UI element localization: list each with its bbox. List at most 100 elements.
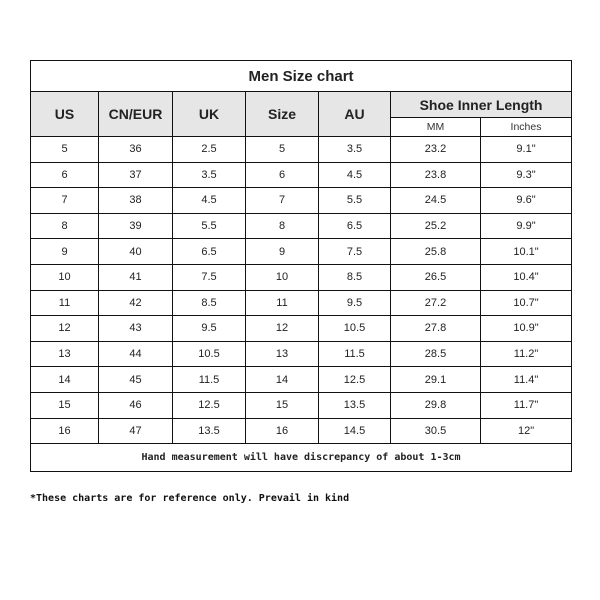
header-cn-eur: CN/EUR: [98, 91, 173, 137]
table-row: 12 43 9.5 12 10.5 27.8 10.9": [30, 315, 573, 342]
table-cell: 7.5: [172, 263, 246, 291]
table-cell: 5.5: [172, 212, 246, 240]
table-cell: 8: [30, 212, 99, 240]
table-cell: 11.2": [479, 340, 573, 368]
table-cell: 7: [30, 187, 99, 214]
header-us: US: [30, 91, 99, 137]
table-cell: 43: [98, 315, 173, 342]
table-cell: 3.5: [318, 136, 391, 163]
table-cell: 12.5: [172, 391, 246, 419]
header-au: AU: [318, 91, 391, 137]
table-cell: 6: [30, 161, 99, 189]
table-cell: 38: [98, 187, 173, 214]
table-cell: 13.5: [172, 417, 246, 445]
chart-title: Men Size chart: [29, 60, 573, 92]
table-cell: 12": [479, 417, 573, 445]
table-cell: 30.5: [390, 417, 481, 445]
table-cell: 26.5: [390, 263, 481, 291]
table-cell: 11.5: [318, 340, 391, 368]
table-cell: 9.5: [318, 289, 391, 317]
table-cell: 23.2: [390, 136, 481, 163]
table-cell: 15: [30, 391, 99, 419]
table-cell: 5: [245, 136, 319, 163]
table-cell: 23.8: [390, 161, 481, 189]
table-cell: 16: [30, 417, 99, 445]
table-row: 6 37 3.5 6 4.5 23.8 9.3": [30, 161, 573, 189]
table-cell: 7.5: [318, 238, 391, 265]
table-cell: 16: [245, 417, 319, 445]
table-cell: 14: [30, 366, 99, 393]
table-cell: 10.5: [318, 315, 391, 342]
table-cell: 45: [98, 366, 173, 393]
table-row: 11 42 8.5 11 9.5 27.2 10.7": [30, 289, 573, 317]
table-cell: 11: [30, 289, 99, 317]
table-cell: 13.5: [318, 391, 391, 419]
table-cell: 10.1": [479, 238, 573, 265]
reference-note: *These charts are for reference only. Pr…: [30, 493, 350, 504]
table-cell: 27.8: [390, 315, 481, 342]
table-cell: 25.2: [390, 212, 481, 240]
table-cell: 4.5: [172, 187, 246, 214]
table-cell: 15: [245, 391, 319, 419]
table-cell: 37: [98, 161, 173, 189]
table-cell: 10: [30, 263, 99, 291]
table-row: 14 45 11.5 14 12.5 29.1 11.4": [30, 366, 573, 393]
table-cell: 8.5: [172, 289, 246, 317]
table-row: 9 40 6.5 9 7.5 25.8 10.1": [30, 238, 573, 265]
table-cell: 8.5: [318, 263, 391, 291]
table-cell: 12.5: [318, 366, 391, 393]
table-cell: 11.4": [479, 366, 573, 393]
table-cell: 7: [245, 187, 319, 214]
table-row: 15 46 12.5 15 13.5 29.8 11.7": [30, 391, 573, 419]
table-row: 16 47 13.5 16 14.5 30.5 12": [30, 417, 573, 445]
table-cell: 27.2: [390, 289, 481, 317]
table-cell: 10.5: [172, 340, 246, 368]
table-row: 10 41 7.5 10 8.5 26.5 10.4": [30, 263, 573, 291]
table-cell: 2.5: [172, 136, 246, 163]
table-cell: 11.5: [172, 366, 246, 393]
table-cell: 41: [98, 263, 173, 291]
table-cell: 28.5: [390, 340, 481, 368]
table-cell: 9: [30, 238, 99, 265]
header-uk: UK: [172, 91, 246, 137]
table-cell: 11.7": [479, 391, 573, 419]
table-cell: 3.5: [172, 161, 246, 189]
table-cell: 36: [98, 136, 173, 163]
table-cell: 24.5: [390, 187, 481, 214]
table-cell: 13: [245, 340, 319, 368]
table-cell: 4.5: [318, 161, 391, 189]
header-mm: MM: [390, 117, 481, 137]
table-cell: 40: [98, 238, 173, 265]
table-cell: 11: [245, 289, 319, 317]
table-cell: 9.5: [172, 315, 246, 342]
table-cell: 42: [98, 289, 173, 317]
table-cell: 44: [98, 340, 173, 368]
table-cell: 6.5: [172, 238, 246, 265]
table-cell: 9.3": [479, 161, 573, 189]
table-cell: 9.9": [479, 212, 573, 240]
header-inches: Inches: [479, 117, 573, 137]
table-cell: 6: [245, 161, 319, 189]
table-cell: 5: [30, 136, 99, 163]
table-cell: 39: [98, 212, 173, 240]
table-cell: 29.1: [390, 366, 481, 393]
size-chart-table: Men Size chart US CN/EUR UK Size AU Shoe…: [29, 60, 573, 473]
table-cell: 10.4": [479, 263, 573, 291]
table-row: 8 39 5.5 8 6.5 25.2 9.9": [30, 212, 573, 240]
header-size: Size: [245, 91, 319, 137]
table-cell: 9.6": [479, 187, 573, 214]
table-cell: 6.5: [318, 212, 391, 240]
table-cell: 5.5: [318, 187, 391, 214]
table-row: 13 44 10.5 13 11.5 28.5 11.2": [30, 340, 573, 368]
table-cell: 9: [245, 238, 319, 265]
table-cell: 10.9": [479, 315, 573, 342]
footer-note: Hand measurement will have discrepancy o…: [29, 443, 573, 473]
table-cell: 25.8: [390, 238, 481, 265]
table-cell: 47: [98, 417, 173, 445]
table-cell: 29.8: [390, 391, 481, 419]
table-cell: 14.5: [318, 417, 391, 445]
table-cell: 8: [245, 212, 319, 240]
table-cell: 13: [30, 340, 99, 368]
table-cell: 14: [245, 366, 319, 393]
table-cell: 12: [245, 315, 319, 342]
